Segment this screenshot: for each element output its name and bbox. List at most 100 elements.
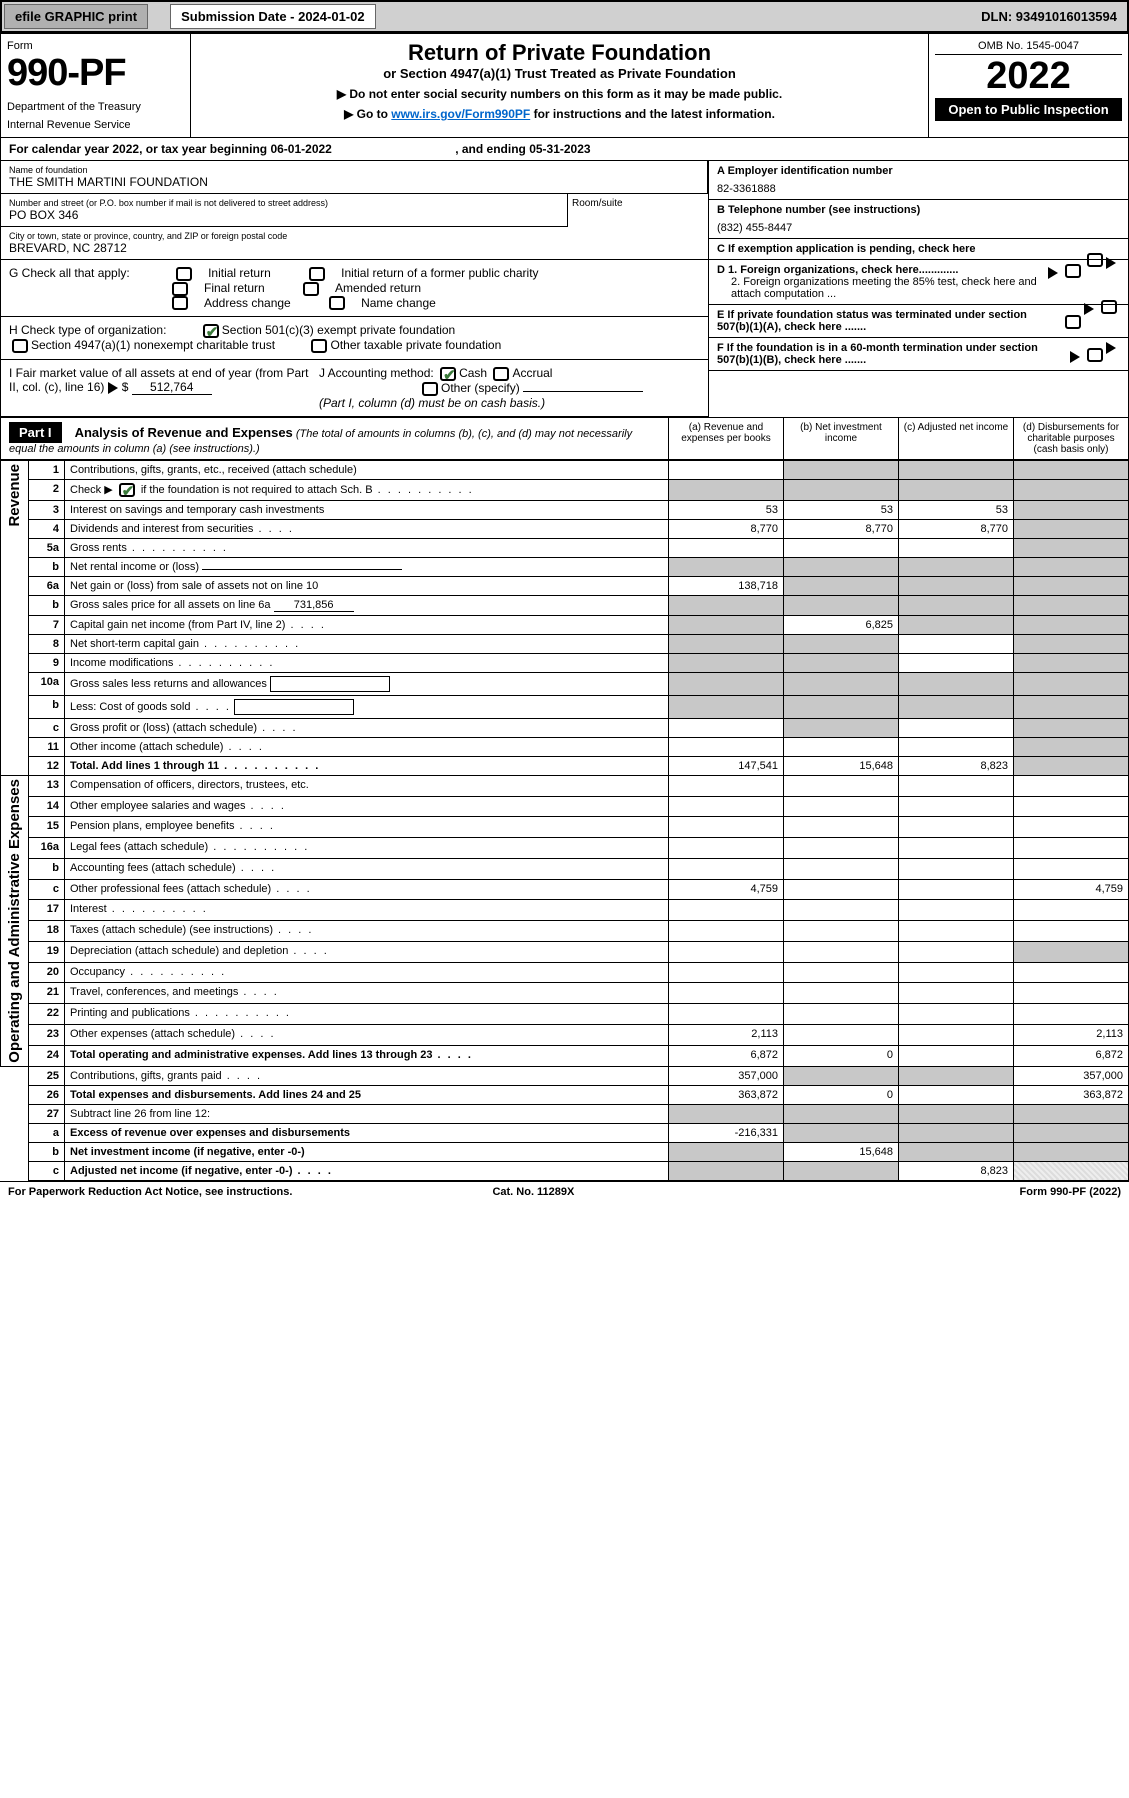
val-24a: 6,872	[669, 1045, 784, 1066]
arrow-icon-d2	[1084, 303, 1094, 315]
val-16cd: 4,759	[1014, 879, 1129, 900]
arrow-icon-e	[1106, 342, 1116, 354]
chk-addr-change[interactable]	[172, 296, 188, 310]
ln-25: 25	[29, 1066, 65, 1085]
desc-16b: Accounting fees (attach schedule)	[70, 862, 236, 874]
phone-value: (832) 455-8447	[717, 216, 1120, 234]
cy-begin: 06-01-2022	[270, 142, 331, 156]
table-row: 14Other employee salaries and wages	[1, 796, 1129, 817]
table-row: c Gross profit or (loss) (attach schedul…	[1, 718, 1129, 737]
table-row: 17Interest	[1, 900, 1129, 921]
desc-6b: Gross sales price for all assets on line…	[70, 599, 271, 611]
desc-13: Compensation of officers, directors, tru…	[65, 775, 669, 796]
chk-schb[interactable]	[119, 483, 135, 497]
desc-7: Capital gain net income (from Part IV, l…	[70, 619, 285, 631]
side-revenue: Revenue	[6, 464, 23, 527]
table-row: cAdjusted net income (if negative, enter…	[1, 1161, 1129, 1180]
h-501c3: Section 501(c)(3) exempt private foundat…	[222, 323, 455, 337]
chk-501c3[interactable]	[203, 324, 219, 338]
arrow-icon-d1	[1048, 267, 1058, 279]
chk-e[interactable]	[1065, 315, 1081, 329]
form-word: Form	[7, 40, 184, 52]
ln-23: 23	[29, 1024, 65, 1045]
entity-info: Name of foundation THE SMITH MARTINI FOU…	[0, 161, 1129, 417]
chk-final[interactable]	[172, 282, 188, 296]
ln-18: 18	[29, 921, 65, 942]
g-name-change: Name change	[361, 296, 436, 310]
val-23d: 2,113	[1014, 1024, 1129, 1045]
ln-11: 11	[29, 737, 65, 756]
dept-treasury: Department of the Treasury	[7, 101, 184, 113]
col-b-hdr: (b) Net investment income	[783, 418, 898, 459]
ln-15: 15	[29, 817, 65, 838]
table-row: 11 Other income (attach schedule)	[1, 737, 1129, 756]
table-row: 20Occupancy	[1, 962, 1129, 983]
irs-link[interactable]: www.irs.gov/Form990PF	[391, 107, 530, 121]
val-16ca: 4,759	[669, 879, 784, 900]
desc-2a: Check ▶	[70, 484, 113, 496]
submission-date: Submission Date - 2024-01-02	[170, 4, 376, 29]
table-row: 5a Gross rents	[1, 538, 1129, 557]
efile-print-button[interactable]: efile GRAPHIC print	[4, 4, 148, 29]
ln-6a: 6a	[29, 576, 65, 595]
val-26d: 363,872	[1014, 1085, 1129, 1104]
table-row: 26Total expenses and disbursements. Add …	[1, 1085, 1129, 1104]
val-4b: 8,770	[784, 519, 899, 538]
open-inspection: Open to Public Inspection	[935, 98, 1122, 121]
chk-initial-former[interactable]	[309, 267, 325, 281]
chk-f[interactable]	[1087, 348, 1103, 362]
val-3c: 53	[899, 500, 1014, 519]
desc-27b: Net investment income (if negative, ente…	[65, 1142, 669, 1161]
j-label: J Accounting method:	[319, 366, 434, 380]
table-row: 9 Income modifications	[1, 653, 1129, 672]
ln-20: 20	[29, 962, 65, 983]
table-row: 12 Total. Add lines 1 through 11 147,541…	[1, 756, 1129, 775]
f-label: F If the foundation is in a 60-month ter…	[717, 342, 1057, 366]
desc-12: Total. Add lines 1 through 11	[70, 760, 219, 772]
desc-14: Other employee salaries and wages	[70, 800, 245, 812]
i-value: 512,764	[132, 380, 212, 395]
table-row: 6a Net gain or (loss) from sale of asset…	[1, 576, 1129, 595]
chk-initial[interactable]	[176, 267, 192, 281]
tax-year: 2022	[935, 55, 1122, 98]
chk-d2[interactable]	[1101, 300, 1117, 314]
desc-23: Other expenses (attach schedule)	[70, 1028, 235, 1040]
chk-amended[interactable]	[303, 282, 319, 296]
table-row: b Gross sales price for all assets on li…	[1, 595, 1129, 615]
desc-15: Pension plans, employee benefits	[70, 820, 235, 832]
val-25d: 357,000	[1014, 1066, 1129, 1085]
col-d-hdr: (d) Disbursements for charitable purpose…	[1013, 418, 1128, 459]
h-check-row: H Check type of organization: Section 50…	[1, 317, 708, 360]
ln-10c: c	[29, 718, 65, 737]
chk-name-change[interactable]	[329, 296, 345, 310]
chk-other-taxable[interactable]	[311, 339, 327, 353]
a-label: A Employer identification number	[717, 165, 1120, 177]
ln-7: 7	[29, 615, 65, 634]
h-4947: Section 4947(a)(1) nonexempt charitable …	[31, 338, 275, 352]
chk-c[interactable]	[1087, 253, 1103, 267]
desc-25: Contributions, gifts, grants paid	[70, 1070, 222, 1082]
chk-other-method[interactable]	[422, 382, 438, 396]
desc-3: Interest on savings and temporary cash i…	[65, 500, 669, 519]
g-final: Final return	[204, 281, 265, 295]
ln-27: 27	[29, 1104, 65, 1123]
val-27aa: -216,331	[669, 1123, 784, 1142]
table-row: 15 Pension plans, employee benefits	[1, 817, 1129, 838]
form-number: 990-PF	[7, 52, 184, 95]
chk-accrual[interactable]	[493, 367, 509, 381]
chk-d1[interactable]	[1065, 264, 1081, 278]
desc-21: Travel, conferences, and meetings	[70, 986, 238, 998]
desc-17: Interest	[70, 903, 107, 915]
g-amended: Amended return	[335, 281, 421, 295]
val-25a: 357,000	[669, 1066, 784, 1085]
chk-4947[interactable]	[12, 339, 28, 353]
desc-19: Depreciation (attach schedule) and deple…	[70, 945, 288, 957]
val-26b: 0	[784, 1085, 899, 1104]
val-7b: 6,825	[784, 615, 899, 634]
ln-9: 9	[29, 653, 65, 672]
chk-cash[interactable]	[440, 367, 456, 381]
desc-18: Taxes (attach schedule) (see instruction…	[70, 924, 273, 936]
table-row: 8 Net short-term capital gain	[1, 634, 1129, 653]
addr-label: Number and street (or P.O. box number if…	[9, 198, 559, 208]
paperwork-notice: For Paperwork Reduction Act Notice, see …	[8, 1186, 292, 1198]
